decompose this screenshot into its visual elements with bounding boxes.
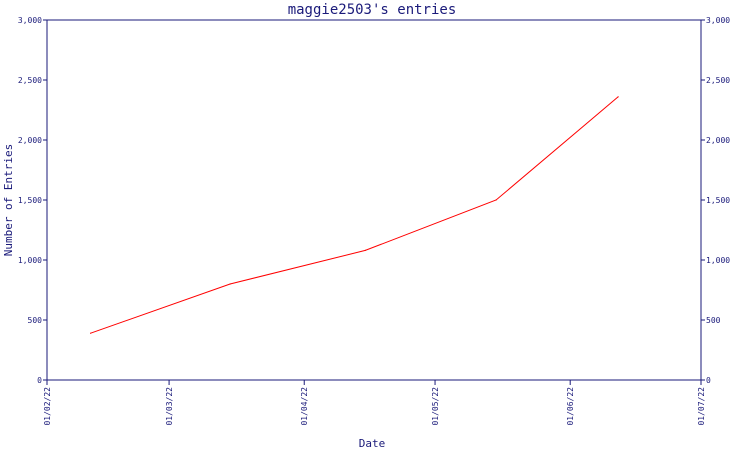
y-axis-left: 0 500 1,000 1,500 2,000 2,500 3,000 [18,16,47,385]
data-point [495,199,497,201]
x-tick-label: 01/07/22 [697,387,706,426]
y-tick-label: 1,500 [18,196,42,205]
series-layer [90,96,619,334]
x-tick-label: 01/04/22 [300,387,309,426]
y-tick-label: 1,000 [18,256,42,265]
data-point [364,249,366,251]
x-tick-label: 01/06/22 [566,387,575,426]
y-tick-label: 2,000 [18,136,42,145]
y-tick-label: 2,500 [18,76,42,85]
chart-title: maggie2503's entries [288,2,457,18]
y-tick-label-right: 1,000 [706,256,730,265]
data-point [90,332,92,334]
series-line [90,96,619,334]
y-axis-right: 0 500 1,000 1,500 2,000 2,500 3,000 [701,16,730,385]
y-tick-label-right: 3,000 [706,16,730,25]
x-axis: 01/02/22 01/03/22 01/04/22 01/05/22 01/06/22… [43,380,706,426]
x-axis-title: Date [359,437,386,450]
y-tick-label-right: 2,500 [706,76,730,85]
plot-frame [46,19,702,381]
y-tick-label: 500 [28,316,43,325]
y-tick-label-right: 2,000 [706,136,730,145]
x-tick-label: 01/02/22 [43,387,52,426]
y-tick-label: 3,000 [18,16,42,25]
x-tick-label: 01/05/22 [431,387,440,426]
y-tick-label-right: 0 [706,376,711,385]
data-point [229,283,231,285]
x-tick-label: 01/03/22 [165,387,174,426]
y-tick-label-right: 1,500 [706,196,730,205]
y-tick-label-right: 500 [706,316,721,325]
y-tick-label: 0 [37,376,42,385]
y-axis-title: Number of Entries [2,144,15,257]
data-point [617,96,619,98]
